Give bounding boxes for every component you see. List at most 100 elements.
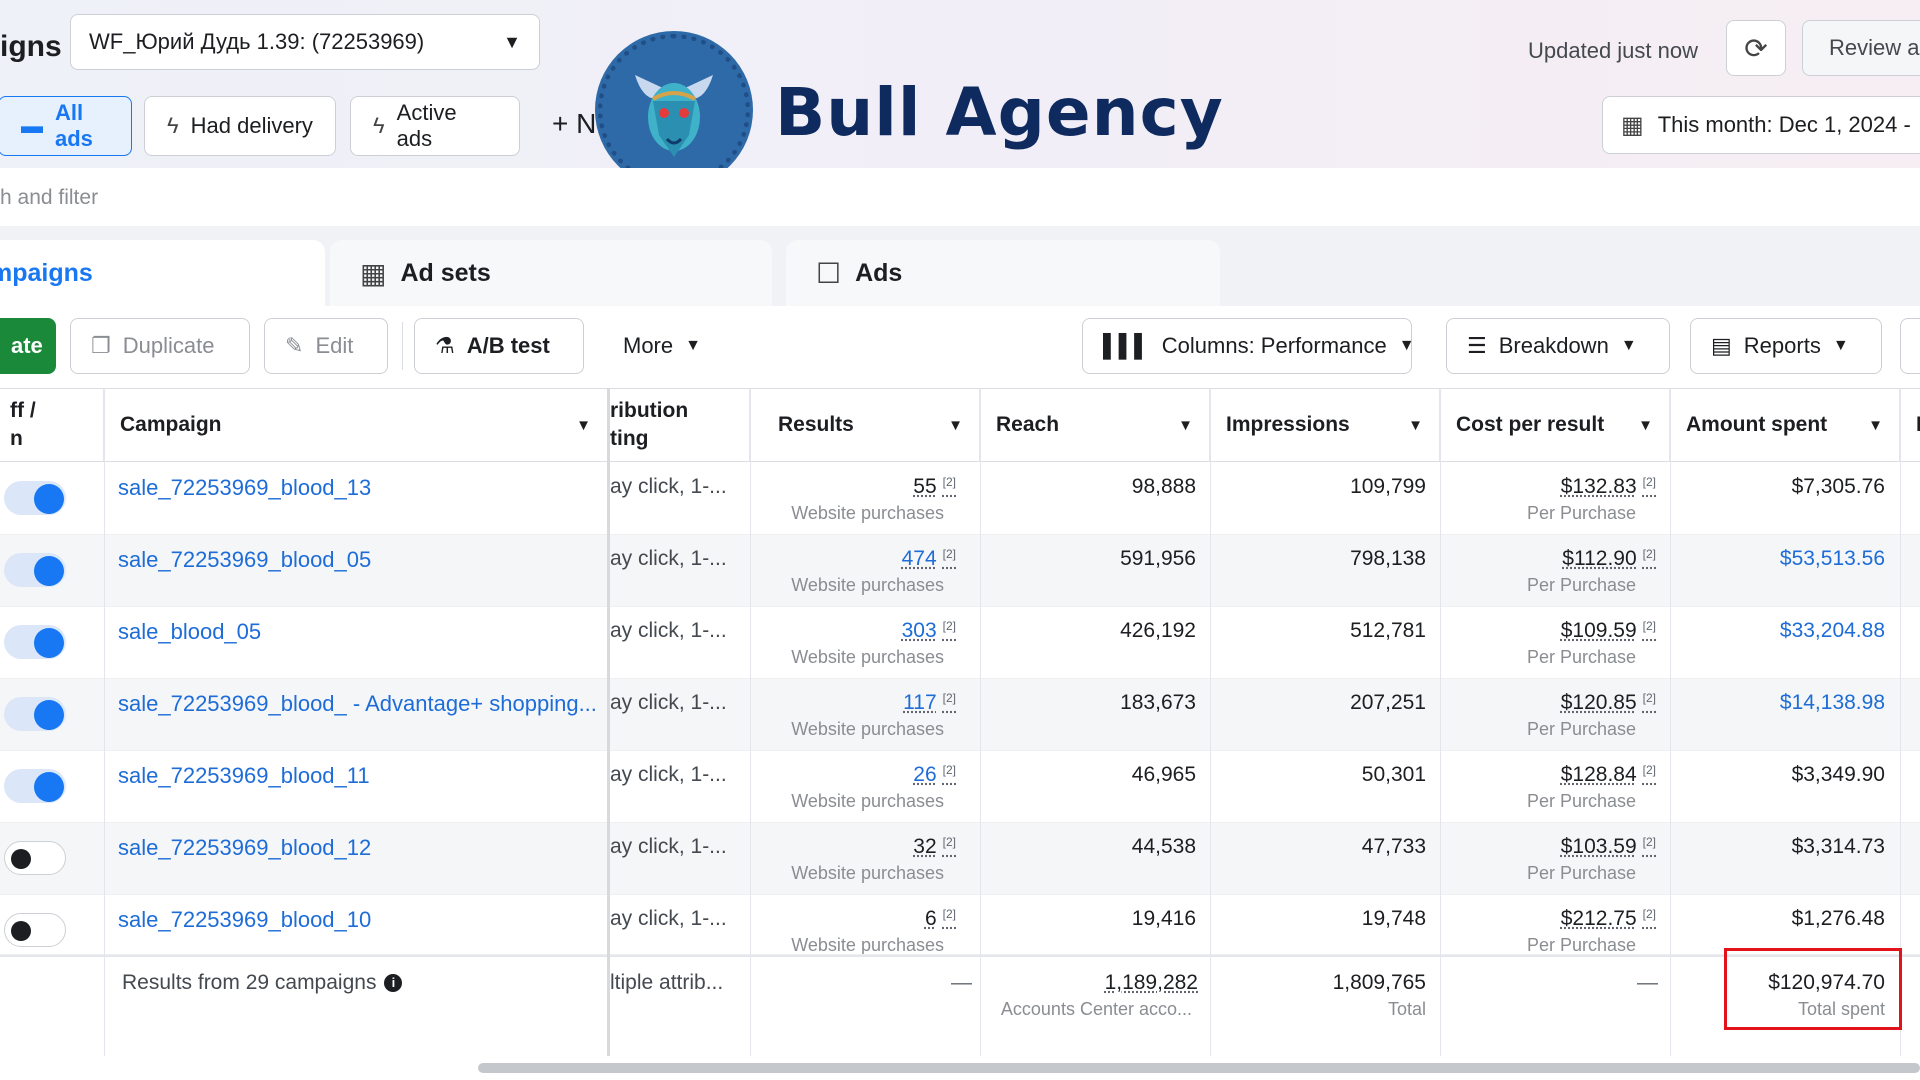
create-button[interactable]: ate <box>0 318 56 374</box>
campaign-toggle[interactable] <box>4 769 66 803</box>
campaign-toggle[interactable] <box>4 625 66 659</box>
column-divider <box>1440 388 1441 1056</box>
horizontal-scrollbar[interactable] <box>478 1063 1920 1073</box>
impressions-value: 207,251 <box>1350 691 1426 715</box>
tab-campaigns[interactable]: mpaigns <box>0 240 325 306</box>
col-cost-per-result-header[interactable]: Cost per result ▼ <box>1440 389 1670 461</box>
amount-spent-value[interactable]: $53,513.56 <box>1780 547 1885 571</box>
results-value[interactable]: 303 [2] <box>902 619 956 643</box>
ab-test-button[interactable]: ⚗ A/B test <box>414 318 584 374</box>
header-label: Reach <box>996 413 1059 437</box>
campaign-name-link[interactable]: sale_blood_05 <box>118 619 261 645</box>
sort-icon: ▼ <box>576 417 591 434</box>
impressions-value: 109,799 <box>1350 475 1426 499</box>
toggle-knob <box>11 849 31 869</box>
pencil-icon: ✎ <box>285 333 303 359</box>
results-value[interactable]: 26 [2] <box>913 763 956 787</box>
toolbar-overflow-button[interactable] <box>1900 318 1920 374</box>
cost-per-result-value: $109.59 [2] <box>1561 619 1656 643</box>
search-bar[interactable] <box>0 168 1920 228</box>
chevron-down-icon: ▼ <box>1399 337 1415 355</box>
reach-value: 98,888 <box>1132 475 1196 499</box>
filter-active-ads[interactable]: ϟ Active ads <box>350 96 520 156</box>
totals-impressions: 1,809,765 <box>1333 971 1426 995</box>
campaign-name-link[interactable]: sale_72253969_blood_11 <box>118 763 370 789</box>
results-value[interactable]: 55 [2] <box>913 475 956 499</box>
col-extra-header: I <box>1900 389 1920 461</box>
results-label: Website purchases <box>791 719 944 740</box>
campaign-toggle[interactable] <box>4 481 66 515</box>
filter-label: Had delivery <box>191 113 313 139</box>
results-value[interactable]: 32 [2] <box>913 835 956 859</box>
reach-value: 183,673 <box>1120 691 1196 715</box>
campaign-name-link[interactable]: sale_72253969_blood_10 <box>118 907 371 933</box>
attribution-cell: ay click, 1-... <box>610 763 727 787</box>
columns-label: Columns: Performance <box>1162 333 1387 359</box>
results-value[interactable]: 6 [2] <box>925 907 956 931</box>
reach-value: 426,192 <box>1120 619 1196 643</box>
campaign-name-link[interactable]: sale_72253969_blood_05 <box>118 547 371 573</box>
table-row: sale_blood_05 ay click, 1-... 303 [2] Web… <box>0 607 1920 679</box>
results-value[interactable]: 474 [2] <box>902 547 956 571</box>
col-campaign-header[interactable]: Campaign ▼ <box>104 389 608 461</box>
reach-value: 19,416 <box>1132 907 1196 931</box>
campaign-toggle[interactable] <box>4 697 66 731</box>
add-filter-button[interactable]: + N <box>552 108 596 140</box>
flask-icon: ⚗ <box>435 333 455 359</box>
filter-all-ads[interactable]: ▬ All ads <box>0 96 132 156</box>
toggle-knob <box>34 628 64 658</box>
impressions-value: 50,301 <box>1362 763 1426 787</box>
tab-label: mpaigns <box>0 259 93 288</box>
results-label: Website purchases <box>791 575 944 596</box>
duplicate-button[interactable]: ❐ Duplicate <box>70 318 250 374</box>
attribution-cell: ay click, 1-... <box>610 547 727 571</box>
account-selector[interactable]: WF_Юрий Дудь 1.39: (72253969) ▼ <box>70 14 540 70</box>
campaign-name-link[interactable]: sale_72253969_blood_12 <box>118 835 371 861</box>
amount-spent-value[interactable]: $33,204.88 <box>1780 619 1885 643</box>
campaign-toggle[interactable] <box>4 841 66 875</box>
cost-per-result-label: Per Purchase <box>1527 575 1636 596</box>
bull-emblem-icon <box>603 39 745 181</box>
columns-button[interactable]: ▌▌▌ Columns: Performance ▼ <box>1082 318 1412 374</box>
reports-button[interactable]: ▤ Reports ▼ <box>1690 318 1882 374</box>
campaign-toggle[interactable] <box>4 553 66 587</box>
date-range-picker[interactable]: ▦ This month: Dec 1, 2024 - <box>1602 96 1920 154</box>
results-label: Website purchases <box>791 503 944 524</box>
column-divider <box>1210 388 1211 1056</box>
col-impressions-header[interactable]: Impressions ▼ <box>1210 389 1440 461</box>
col-reach-header[interactable]: Reach ▼ <box>980 389 1210 461</box>
campaign-toggle[interactable] <box>4 913 66 947</box>
campaign-name-link[interactable]: sale_72253969_blood_13 <box>118 475 371 501</box>
brand-name: Bull Agency <box>775 74 1224 151</box>
more-label: More <box>623 333 673 359</box>
header-label: Campaign <box>120 413 222 437</box>
col-attribution-header[interactable]: ribution ting <box>610 389 750 461</box>
sort-icon: ▼ <box>1868 417 1883 434</box>
grid-icon: ▦ <box>360 257 386 290</box>
filter-had-delivery[interactable]: ϟ Had delivery <box>144 96 336 156</box>
table-row: sale_72253969_blood_12 ay click, 1-... 3… <box>0 823 1920 895</box>
results-value[interactable]: 117 [2] <box>903 691 956 715</box>
impressions-value: 512,781 <box>1350 619 1426 643</box>
more-button[interactable]: More ▼ <box>602 318 732 374</box>
tab-ad-sets[interactable]: ▦ Ad sets <box>330 240 772 306</box>
tab-label: Ads <box>855 259 902 288</box>
square-icon: ☐ <box>816 257 841 290</box>
tab-ads[interactable]: ☐ Ads <box>786 240 1220 306</box>
campaign-name-link[interactable]: sale_72253969_blood_ - Advantage+ shoppi… <box>118 691 597 717</box>
totals-results: — <box>951 971 972 995</box>
edit-button[interactable]: ✎ Edit <box>264 318 388 374</box>
header-label: Results <box>778 413 854 437</box>
attribution-cell: ay click, 1-... <box>610 619 727 643</box>
totals-label: Results from 29 campaigns i <box>122 971 402 995</box>
review-button[interactable]: Review a <box>1802 20 1920 76</box>
col-amount-spent-header[interactable]: Amount spent ▼ <box>1670 389 1900 461</box>
breakdown-button[interactable]: ☰ Breakdown ▼ <box>1446 318 1670 374</box>
sort-icon: ▼ <box>1178 417 1193 434</box>
amount-spent-value[interactable]: $14,138.98 <box>1780 691 1885 715</box>
breakdown-icon: ☰ <box>1467 333 1487 359</box>
search-input[interactable]: h and filter <box>0 186 98 210</box>
col-results-header[interactable]: Results ▼ <box>750 389 980 461</box>
refresh-button[interactable]: ⟳ <box>1726 20 1786 76</box>
info-icon[interactable]: i <box>384 974 402 992</box>
